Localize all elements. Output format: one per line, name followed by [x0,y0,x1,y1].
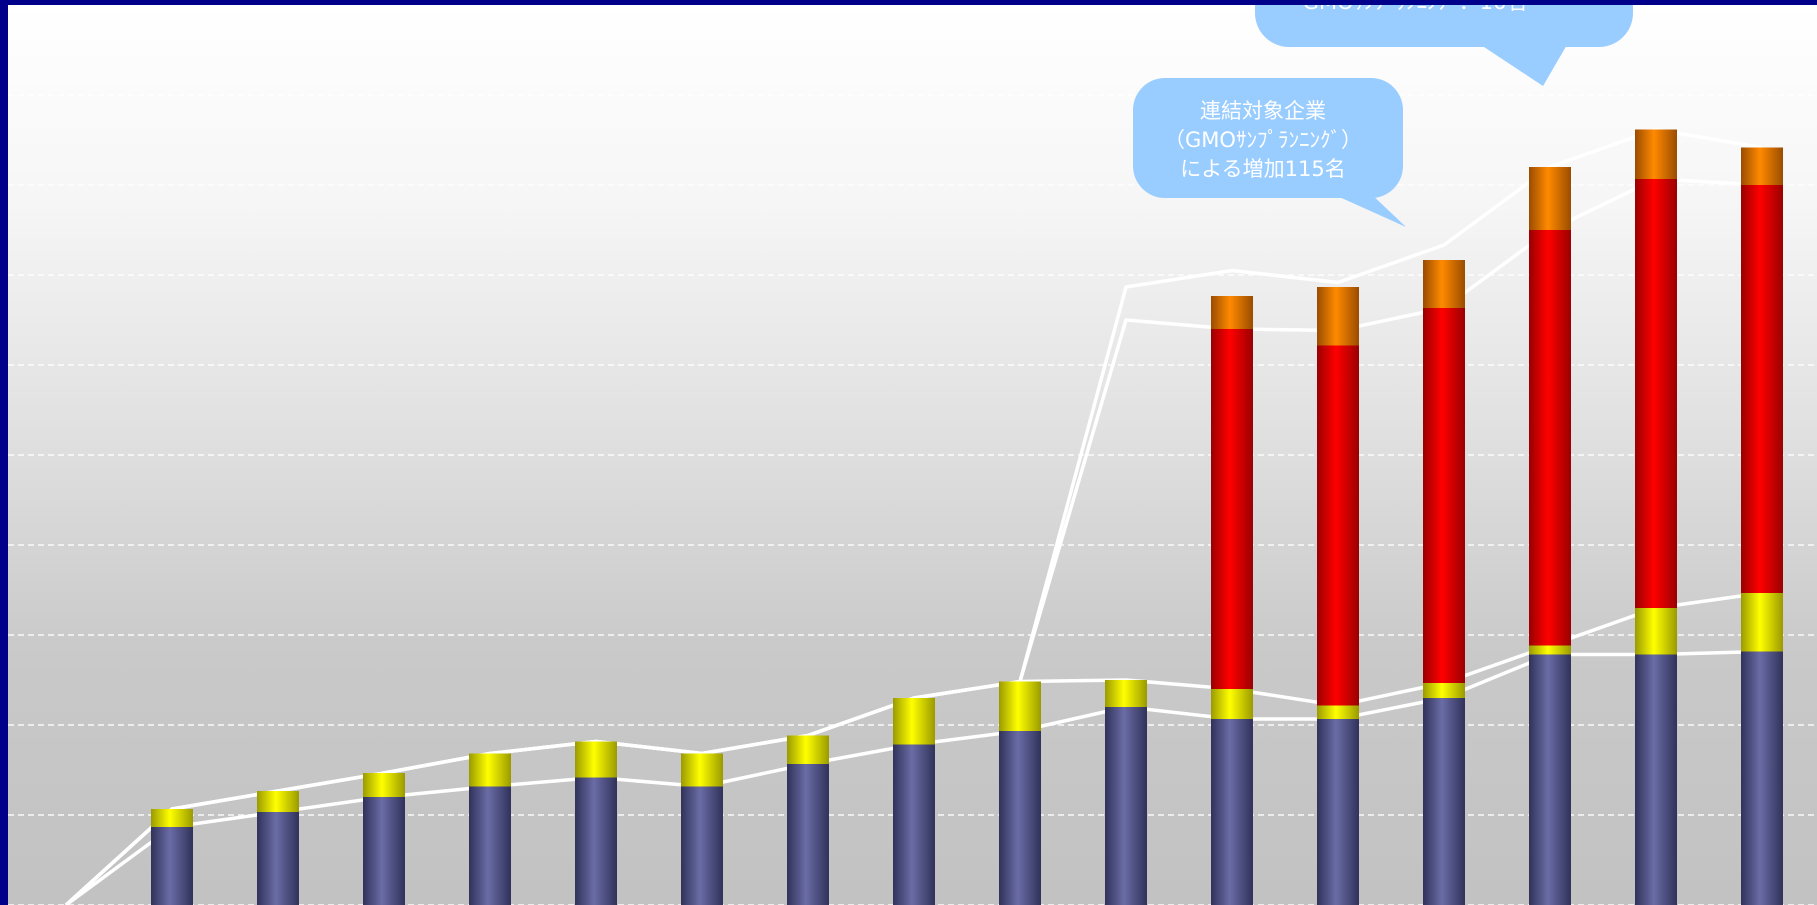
bar-segment [999,731,1041,905]
bar-segment [1211,689,1253,719]
bar-segment [787,764,829,905]
bar-segment [257,812,299,905]
bar-segment [1741,185,1783,593]
bar-segment [257,791,299,812]
bar-segment [575,777,617,905]
bar-segment [1529,645,1571,655]
bar-segment [1635,608,1677,655]
bar-segment [1529,167,1571,230]
callout-consolidation: 連結対象企業 （GMOｻﾝﾌﾟﾗﾝﾆﾝｸﾞ） による増加115名 [1163,97,1363,184]
bar-segment [469,753,511,787]
stacked-bar-chart [8,5,1817,905]
bar-segment [1105,680,1147,707]
bar-segment [893,744,935,905]
chart-frame: 連結対象企業 （GMOｻﾝﾌﾟﾗﾝﾆﾝｸﾞ） による増加115名 GMOｻﾝﾌﾟ… [8,5,1817,905]
bar-segment [1423,683,1465,698]
bar-segment [1211,296,1253,329]
bar-segment [1105,707,1147,905]
bar-segment [787,735,829,764]
bar-segment [681,753,723,787]
bar-segment [363,797,405,905]
callout-bubble [1133,78,1403,198]
bars [151,129,1783,905]
callout-line: による増加115名 [1180,157,1346,181]
bar-segment [1211,329,1253,689]
bar-segment [1635,129,1677,179]
bar-segment [1529,654,1571,905]
bar-segment [1635,179,1677,608]
bar-segment [575,741,617,778]
bar-segment [1423,308,1465,683]
bar-segment [151,827,193,905]
bar-segment [1317,345,1359,706]
bar-segment [1529,230,1571,646]
bar-segment [1317,287,1359,346]
bar-segment [1317,719,1359,905]
bar-segment [1741,147,1783,185]
callout-line: 連結対象企業 [1200,99,1326,123]
callout-bubble [1255,5,1633,47]
bar-segment [1635,654,1677,905]
callout-gmo: GMOｻﾝﾌﾟﾗﾝﾆﾝｸﾞ：16名 [1255,5,1575,17]
bar-segment [1741,593,1783,652]
bar-segment [893,698,935,745]
callout-line: GMOｻﾝﾌﾟﾗﾝﾆﾝｸﾞ：16名 [1255,5,1575,17]
bar-segment [1423,698,1465,905]
callout-shapes [1133,5,1633,227]
bar-segment [1423,260,1465,308]
bar-segment [469,786,511,905]
bar-segment [363,773,405,797]
bar-segment [1317,705,1359,719]
callout-pointer [1478,43,1568,86]
bar-segment [1741,651,1783,905]
bar-segment [151,809,193,827]
callout-pointer [1326,191,1406,227]
bar-segment [999,681,1041,731]
bar-segment [1211,719,1253,905]
callout-line: （GMOｻﾝﾌﾟﾗﾝﾆﾝｸﾞ） [1164,128,1362,152]
bar-segment [681,786,723,905]
